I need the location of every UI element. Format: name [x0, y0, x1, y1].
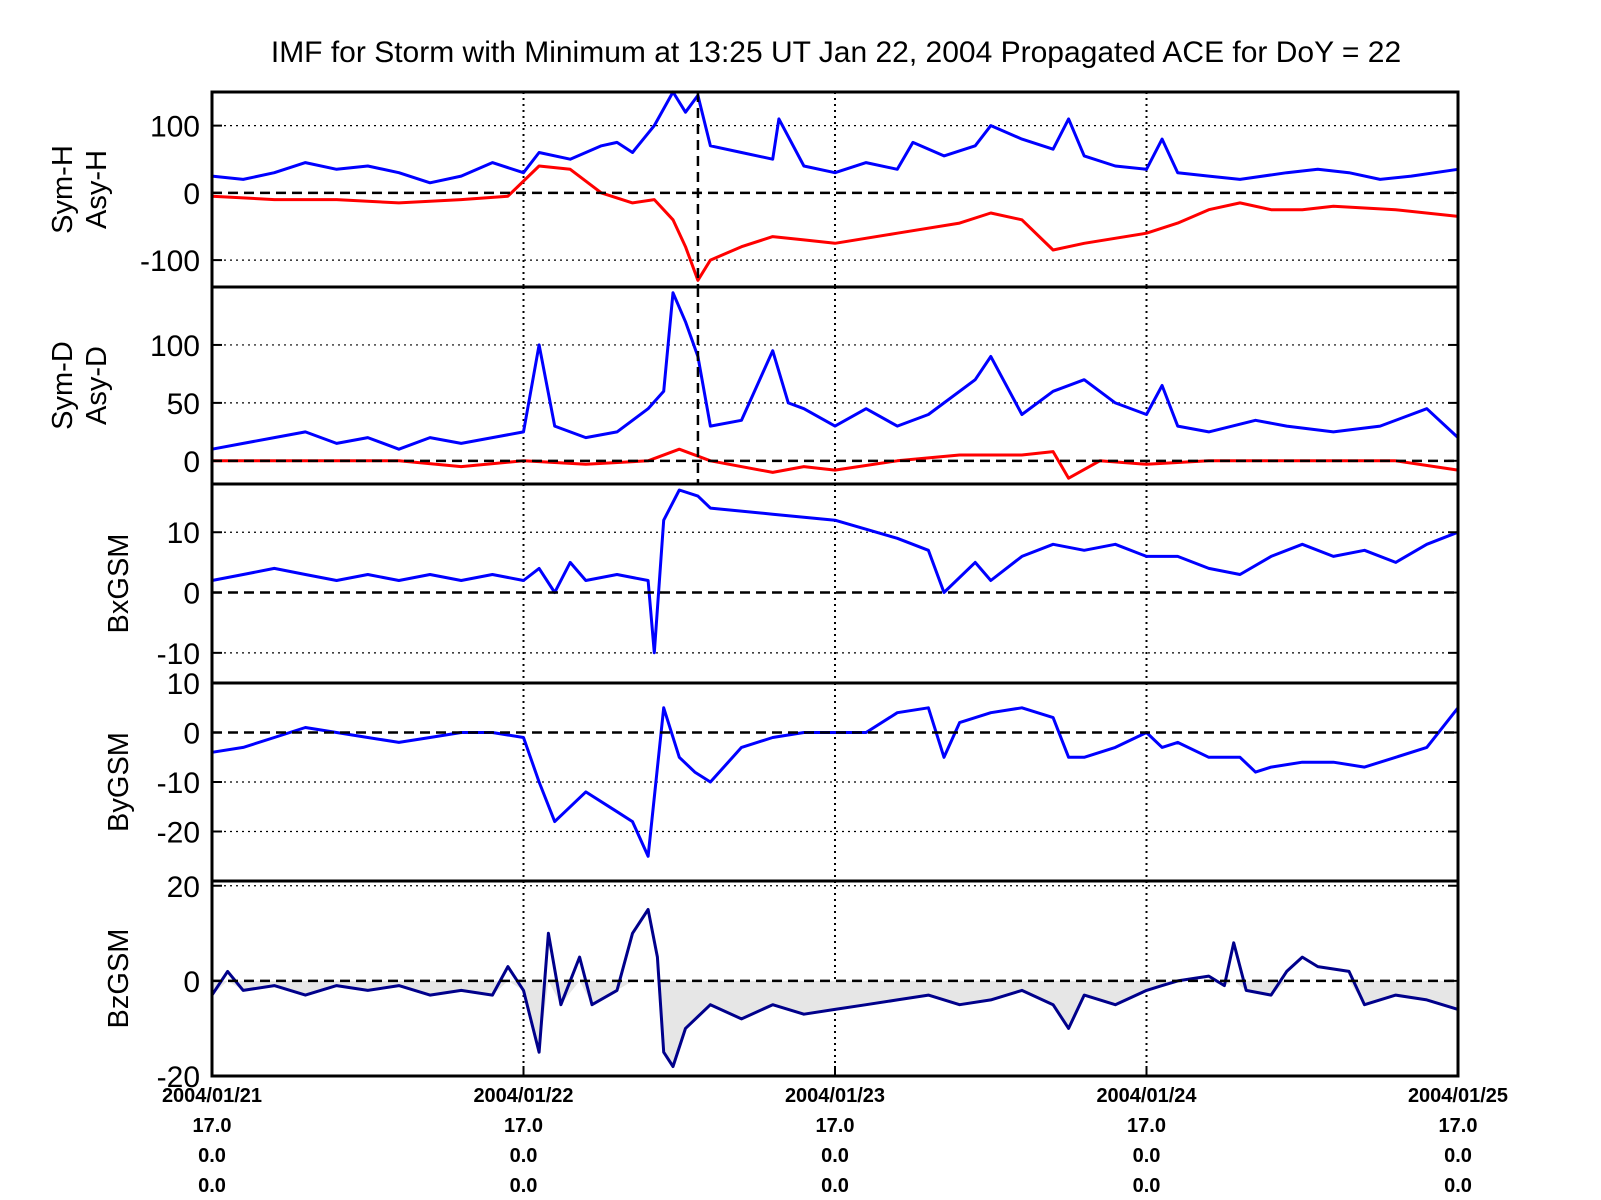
y-tick-label: -10 [157, 638, 200, 671]
y-tick-label: 0 [183, 446, 200, 479]
southward-bz-shading [212, 980, 1458, 1067]
panel-by-gsm: -20 -10 0 10 ByGSM [103, 668, 1460, 883]
x-axis: 2004/01/21 17.0 0.0 0.0 2004/01/22 17.0 0.0 0.0… [162, 1066, 1508, 1197]
x-tick-label: 0.0 [821, 1175, 849, 1197]
y-tick-label: -20 [157, 817, 200, 850]
y-axis-label: Asy-H [81, 150, 113, 229]
series-line-1 [210, 908, 1459, 1068]
chart-title: IMF for Storm with Minimum at 13:25 UT J… [271, 36, 1401, 69]
y-tick-label: 50 [167, 388, 200, 421]
x-tick-label: 2004/01/23 [785, 1085, 885, 1107]
x-tick-label: 0.0 [198, 1175, 226, 1197]
y-tick-label: 100 [150, 330, 200, 363]
x-tick-label: 2004/01/24 [1096, 1085, 1197, 1107]
y-tick-label: 0 [183, 178, 200, 211]
x-tick-label: 17.0 [1127, 1115, 1166, 1137]
y-tick-label: 100 [150, 111, 200, 144]
panel-bz-gsm: -20 0 20 BzGSM [103, 871, 1460, 1094]
x-tick-label: 0.0 [1444, 1145, 1472, 1167]
panel-sym-h-asy-h: -100 0 100 Sym-H Asy-H [47, 90, 1460, 289]
series-line-1 [211, 291, 1460, 451]
panel-bx-gsm: -10 0 10 BxGSM [103, 482, 1460, 685]
y-tick-label: 0 [183, 718, 200, 751]
x-tick-label: 0.0 [1444, 1175, 1472, 1197]
x-tick-label: 17.0 [816, 1115, 855, 1137]
x-tick-label: 17.0 [1439, 1115, 1478, 1137]
x-tick-label: 0.0 [198, 1145, 226, 1167]
panel-sym-d-asy-d: 0 50 100 Sym-D Asy-D [47, 285, 1460, 486]
y-tick-label: 0 [183, 966, 200, 999]
y-axis-label: Asy-D [81, 346, 113, 425]
y-axis-label: Sym-D [47, 341, 79, 430]
y-axis-label: BxGSM [103, 534, 135, 634]
y-tick-label: -10 [157, 767, 200, 800]
y-tick-label: 0 [183, 578, 200, 611]
y-axis-label: ByGSM [103, 732, 135, 832]
y-tick-label: 10 [167, 668, 200, 701]
y-tick-label: -100 [140, 245, 200, 278]
x-tick-label: 2004/01/22 [473, 1085, 573, 1107]
x-tick-label: 0.0 [510, 1175, 538, 1197]
series-line-1 [211, 90, 1459, 185]
x-tick-label: 2004/01/25 [1408, 1085, 1508, 1107]
panel-frame [210, 285, 1460, 486]
x-tick-label: 0.0 [510, 1145, 538, 1167]
series-line-2 [212, 447, 1459, 480]
series-line-1 [211, 488, 1459, 655]
x-tick-label: 0.0 [821, 1145, 849, 1167]
y-axis-label: BzGSM [103, 929, 135, 1029]
x-tick-label: 2004/01/21 [162, 1085, 262, 1107]
y-tick-label: 20 [167, 871, 200, 904]
x-tick-label: 17.0 [193, 1115, 232, 1137]
y-tick-label: -20 [157, 1061, 200, 1094]
y-tick-label: 10 [167, 517, 200, 550]
y-axis-label: Sym-H [47, 145, 79, 234]
x-tick-label: 0.0 [1133, 1145, 1161, 1167]
series-line-2 [211, 164, 1459, 282]
x-tick-label: 0.0 [1133, 1175, 1161, 1197]
x-tick-label: 17.0 [504, 1115, 543, 1137]
